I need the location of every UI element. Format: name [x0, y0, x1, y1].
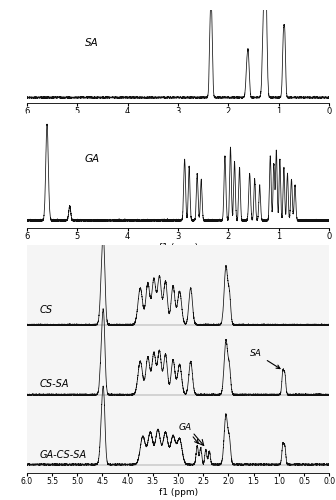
Text: CS: CS: [40, 305, 53, 315]
Text: GA-CS-SA: GA-CS-SA: [40, 450, 87, 460]
Text: CS-SA: CS-SA: [40, 378, 69, 388]
X-axis label: f1 (ppm): f1 (ppm): [159, 488, 198, 498]
Text: GA: GA: [179, 423, 198, 444]
Text: GA: GA: [85, 154, 100, 164]
X-axis label: f1 (ppm): f1 (ppm): [159, 118, 198, 128]
Text: SA: SA: [85, 38, 98, 48]
X-axis label: f1 (ppm): f1 (ppm): [159, 244, 198, 252]
Text: SA: SA: [250, 349, 280, 368]
